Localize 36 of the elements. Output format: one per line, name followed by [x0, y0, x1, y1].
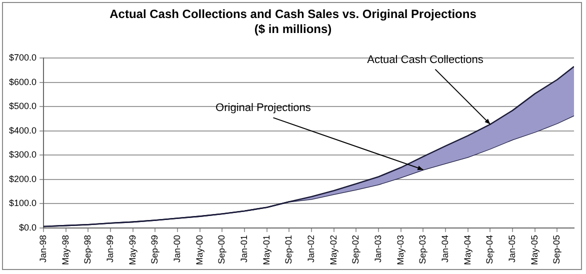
x-tick-label: Jan-00	[172, 234, 182, 263]
chart-subtitle: ($ in millions)	[253, 22, 333, 37]
y-tick-label: $200.0	[8, 174, 37, 184]
x-tick-label: Sep-00	[216, 234, 227, 264]
y-tick-label: $700.0	[8, 52, 37, 62]
x-tick-label: Sep-98	[82, 234, 93, 264]
x-tick-label: Jan-01	[239, 234, 250, 263]
x-tick-label: Jan-03	[373, 234, 384, 263]
chart-title: Actual Cash Collections and Cash Sales vs. Original Projections	[108, 7, 478, 22]
x-tick-label: May-00	[194, 234, 204, 266]
x-tick-label: May-04	[462, 234, 472, 266]
x-tick-label: May-05	[529, 234, 540, 266]
x-tick-label: Sep-01	[284, 234, 294, 264]
x-tick-label: Jan-05	[507, 234, 518, 263]
x-tick-label: Jan-98	[38, 234, 48, 263]
x-tick-label: May-03	[395, 234, 406, 266]
x-tick-label: May-99	[127, 234, 138, 266]
y-tick-label: $0.0	[18, 222, 37, 232]
annotation: Original Projections	[216, 102, 312, 114]
x-tick-label: Sep-04	[484, 234, 495, 264]
x-tick-label: Sep-99	[150, 234, 160, 264]
x-tick-label: Jan-02	[306, 234, 316, 263]
x-tick-label: May-98	[60, 234, 70, 266]
x-tick-label: Sep-03	[418, 234, 428, 264]
y-tick-label: $600.0	[8, 76, 37, 87]
x-tick-label: Jan-04	[440, 234, 450, 263]
y-tick-label: $300.0	[8, 150, 37, 160]
x-tick-label: Sep-02	[350, 234, 361, 264]
y-tick-label: $100.0	[8, 198, 37, 208]
x-tick-label: May-02	[328, 234, 338, 266]
x-tick-label: Jan-99	[105, 234, 116, 263]
y-tick-label: $400.0	[8, 125, 37, 136]
annotation: Actual Cash Collections	[367, 54, 484, 66]
y-tick-label: $500.0	[8, 101, 37, 112]
x-tick-label: May-01	[261, 234, 272, 266]
x-tick-label: Sep-05	[552, 234, 562, 264]
